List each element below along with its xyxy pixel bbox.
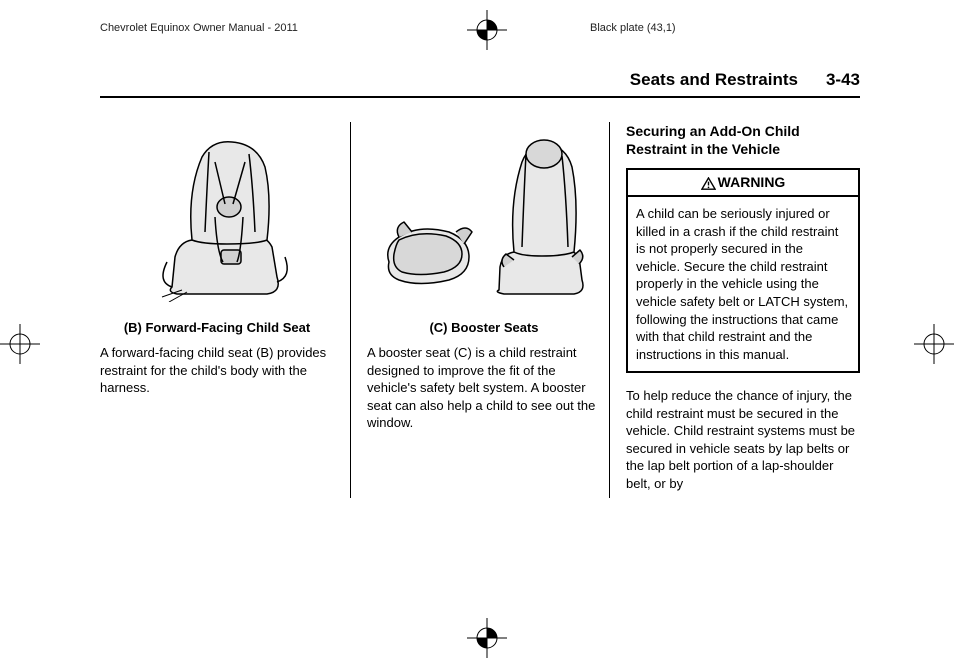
- content-columns: (B) Forward-Facing Child Seat A forward-…: [100, 122, 860, 498]
- column-1: (B) Forward-Facing Child Seat A forward-…: [100, 122, 350, 498]
- col2-text: A booster seat (C) is a child restraint …: [367, 344, 601, 432]
- col2-caption: (C) Booster Seats: [367, 319, 601, 337]
- crop-mark-top-icon: [467, 10, 507, 50]
- crop-mark-left-icon: [0, 324, 40, 364]
- plate-info: Black plate (43,1): [590, 22, 676, 34]
- column-3: Securing an Add-On Child Restraint in th…: [609, 122, 860, 498]
- warning-body: A child can be seriously injured or kill…: [628, 197, 858, 371]
- warning-title: WARNING: [628, 170, 858, 197]
- booster-seats-illustration: [367, 132, 601, 307]
- warning-label: WARNING: [718, 173, 786, 192]
- col3-after-text: To help reduce the chance of injury, the…: [626, 387, 860, 492]
- page-content: Seats and Restraints 3-43: [100, 70, 860, 498]
- crop-mark-bottom-icon: [467, 618, 507, 658]
- forward-facing-seat-illustration: [100, 132, 334, 307]
- warning-triangle-icon: [701, 176, 716, 189]
- column-2: (C) Booster Seats A booster seat (C) is …: [350, 122, 609, 498]
- col1-caption: (B) Forward-Facing Child Seat: [100, 319, 334, 337]
- page-header: Seats and Restraints 3-43: [100, 70, 860, 98]
- manual-title: Chevrolet Equinox Owner Manual - 2011: [100, 22, 298, 34]
- page-number: 3-43: [826, 70, 860, 90]
- warning-box: WARNING A child can be seriously injured…: [626, 168, 860, 373]
- crop-mark-right-icon: [914, 324, 954, 364]
- col3-heading: Securing an Add-On Child Restraint in th…: [626, 122, 860, 158]
- section-title: Seats and Restraints: [630, 70, 798, 90]
- col1-text: A forward-facing child seat (B) provides…: [100, 344, 334, 397]
